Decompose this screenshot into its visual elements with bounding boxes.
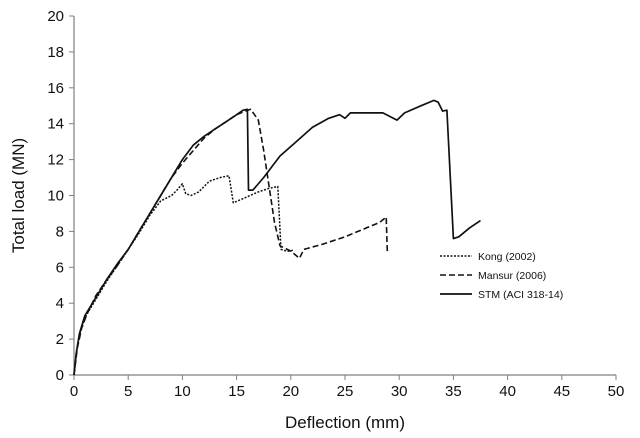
series-line-3: [73, 99, 481, 376]
legend-label: Mansur (2006): [478, 270, 546, 282]
x-tick-label: 35: [445, 383, 462, 400]
x-tick-label: 25: [337, 383, 354, 400]
series-line-1: [73, 175, 295, 376]
y-tick-label: 16: [47, 80, 64, 97]
y-axis-ticks: 0 2 4 6 8 10 12 14 16 18 20: [47, 8, 74, 384]
x-axis-ticks: 0 5 10 15 20 25 30 35 40 45 50: [70, 375, 625, 400]
legend: Kong (2002) Mansur (2006) STM (ACI 318-14): [440, 251, 563, 301]
y-tick-label: 8: [56, 223, 64, 240]
y-tick-label: 6: [56, 259, 64, 276]
y-tick-label: 10: [47, 188, 64, 205]
legend-label: STM (ACI 318-14): [478, 289, 563, 301]
y-axis-title: Total load (MN): [9, 138, 28, 253]
x-tick-label: 5: [124, 383, 132, 400]
x-tick-label: 40: [499, 383, 516, 400]
y-tick-label: 18: [47, 44, 64, 61]
x-tick-label: 10: [174, 383, 191, 400]
y-tick-label: 4: [56, 295, 64, 312]
legend-label: Kong (2002): [478, 251, 536, 263]
x-tick-label: 0: [70, 383, 78, 400]
x-tick-label: 30: [391, 383, 408, 400]
x-tick-label: 50: [608, 383, 625, 400]
y-tick-label: 14: [47, 116, 64, 133]
x-axis-title: Deflection (mm): [285, 413, 405, 432]
y-tick-label: 12: [47, 152, 64, 169]
x-tick-label: 15: [228, 383, 245, 400]
x-tick-label: 20: [282, 383, 299, 400]
y-tick-label: 20: [47, 8, 64, 25]
y-tick-label: 0: [56, 367, 64, 384]
y-tick-label: 2: [56, 331, 64, 348]
series-lines: [73, 99, 481, 376]
x-tick-label: 45: [553, 383, 570, 400]
